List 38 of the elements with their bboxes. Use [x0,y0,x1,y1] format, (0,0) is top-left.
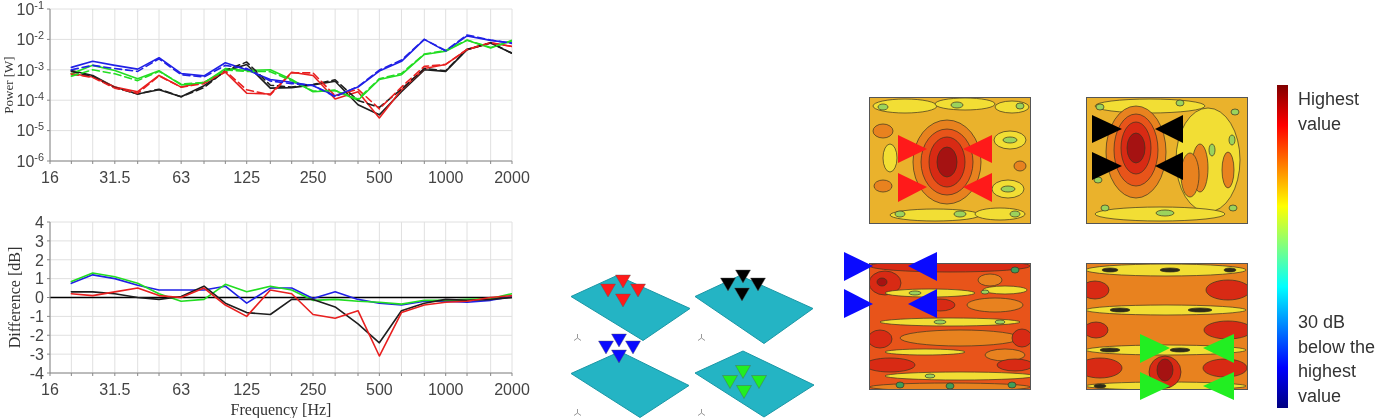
y-axis-title: Power [W] [0,56,16,114]
y-axis-title: Difference [dB] [5,246,23,349]
y-tick-label: 0 [35,289,45,307]
y-tick-label: 10$^{-6}$ [16,150,44,170]
x-tick-label: 16 [41,169,59,186]
x-tick-label: 125 [233,169,261,186]
x-tick-label: 250 [299,169,327,186]
x-tick-label: 2000 [494,381,530,398]
x-tick-label: 31.5 [99,169,131,186]
y-tick-label: 10$^{-3}$ [16,59,44,79]
y-tick-label: 10$^{-1}$ [16,0,44,18]
text: 30 dB below the highest value [1298,311,1377,408]
x-tick-label: 500 [366,169,393,186]
x-tick-label: 16 [41,381,59,398]
line-series [70,285,512,344]
y-tick-label: 10$^{-5}$ [16,120,44,140]
y-tick-label: 4 [35,213,45,231]
y-tick-label: 1 [35,270,45,288]
y-tick-label: 10$^{-2}$ [16,29,44,49]
y-tick-label: -3 [29,345,45,363]
x-tick-label: 63 [172,381,191,398]
y-tick-label: 2 [35,251,45,269]
x-tick-label: 63 [172,169,191,186]
x-tick-label: 500 [366,381,393,398]
x-axis-title: Frequency [Hz] [230,400,332,418]
x-tick-label: 2000 [494,169,530,186]
x-tick-label: 1000 [427,381,464,398]
y-tick-label: -1 [29,308,45,326]
y-tick-label: 10$^{-4}$ [16,89,44,109]
line-series [70,287,512,357]
y-tick-label: 3 [35,232,45,250]
x-tick-label: 125 [233,381,261,398]
y-tick-label: -4 [29,364,45,382]
x-tick-label: 250 [299,381,327,398]
x-tick-label: 1000 [427,169,464,186]
y-tick-label: -2 [29,327,45,345]
text: Highest value [1298,88,1361,136]
x-tick-label: 31.5 [99,381,131,398]
